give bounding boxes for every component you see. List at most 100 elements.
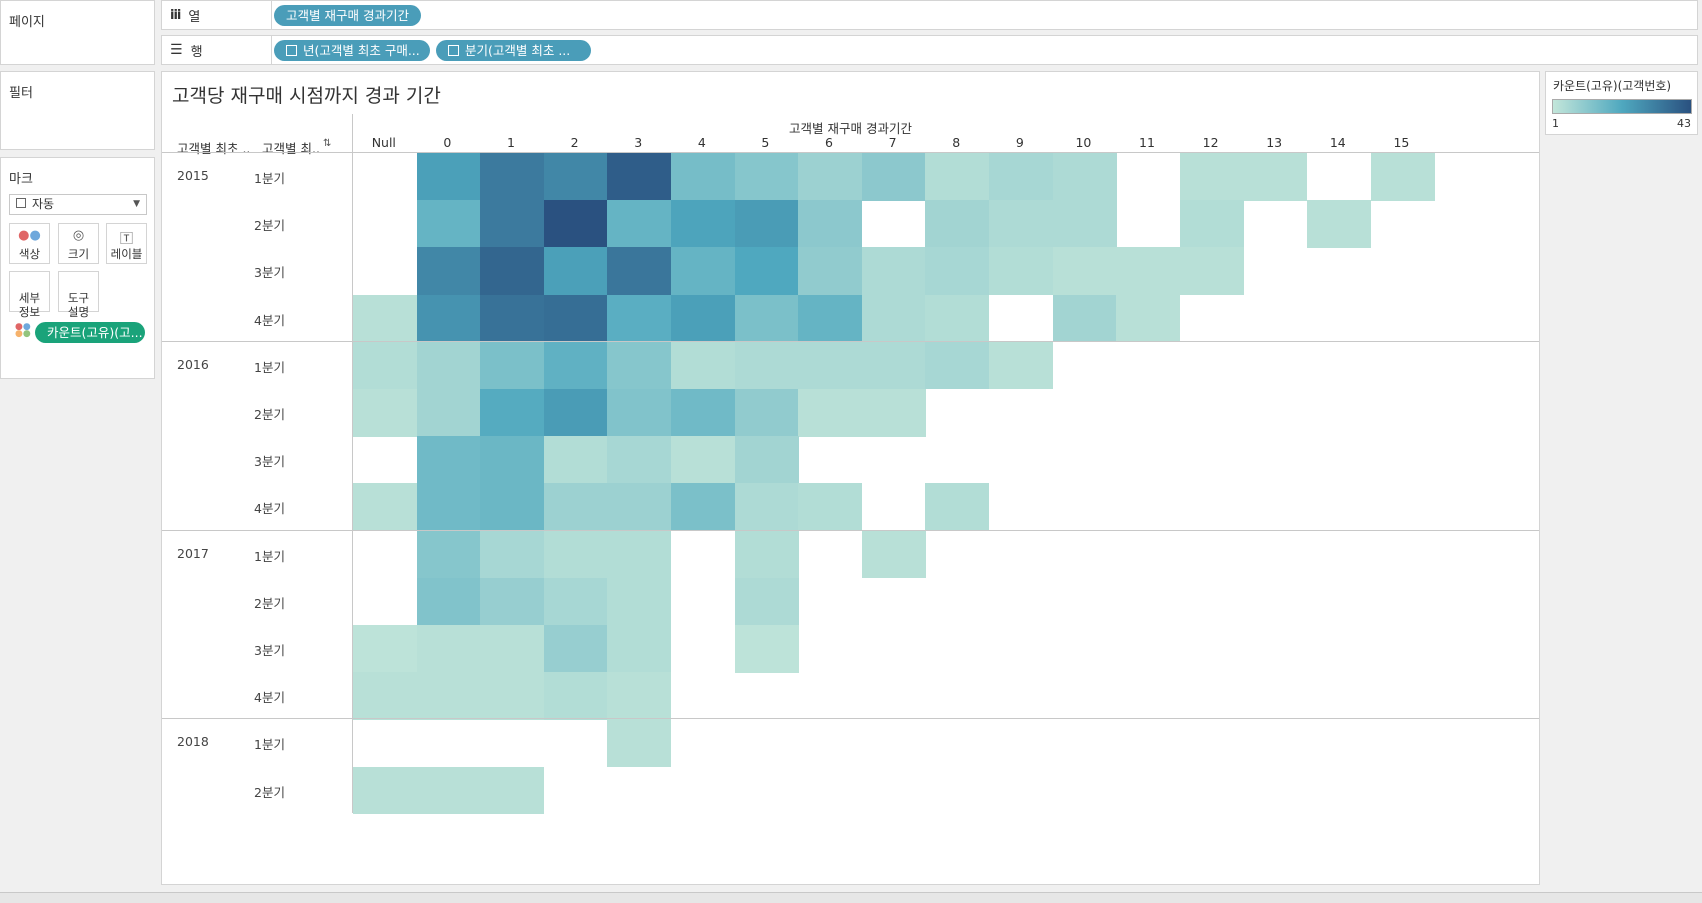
heatmap-cell[interactable] <box>861 294 926 343</box>
heatmap-cell[interactable] <box>416 766 481 815</box>
heatmap-cell[interactable] <box>607 247 672 296</box>
heatmap-cell[interactable] <box>671 200 736 248</box>
heatmap-cell[interactable] <box>798 341 863 390</box>
heatmap-cell[interactable] <box>543 625 608 673</box>
heatmap-cell[interactable] <box>1243 153 1308 201</box>
heatmap-cell[interactable] <box>1052 294 1117 343</box>
heatmap-cell[interactable] <box>607 436 672 484</box>
heatmap-cell[interactable] <box>543 389 608 437</box>
heatmap-cell[interactable] <box>925 294 990 343</box>
heatmap-cell[interactable] <box>1370 153 1435 201</box>
label-button[interactable]: 🅃 레이블 <box>106 223 147 264</box>
heatmap-cell[interactable] <box>543 247 608 296</box>
heatmap-cell[interactable] <box>353 341 418 390</box>
pages-shelf[interactable]: 페이지 <box>0 0 155 65</box>
heatmap-cell[interactable] <box>480 530 545 579</box>
heatmap-cell[interactable] <box>416 247 481 296</box>
heatmap-cell[interactable] <box>607 389 672 437</box>
heatmap-cell[interactable] <box>480 294 545 343</box>
rows-pill-year[interactable]: 년(고객별 최초 구매... <box>274 40 430 61</box>
heatmap-cell[interactable] <box>480 577 545 626</box>
heatmap-cell[interactable] <box>607 200 672 248</box>
heatmap-cell[interactable] <box>734 436 799 484</box>
heatmap-cell[interactable] <box>734 625 799 673</box>
heatmap-cell[interactable] <box>925 341 990 390</box>
heatmap-cell[interactable] <box>543 341 608 390</box>
sort-icon[interactable]: ⇅ <box>323 138 332 149</box>
heatmap-cell[interactable] <box>416 153 481 201</box>
heatmap-cell[interactable] <box>480 436 545 484</box>
heatmap-cell[interactable] <box>353 483 418 532</box>
heatmap-cell[interactable] <box>607 577 672 626</box>
heatmap-cell[interactable] <box>1179 153 1244 201</box>
heatmap-cell[interactable] <box>480 766 545 815</box>
heatmap-cell[interactable] <box>1052 153 1117 201</box>
heatmap-cell[interactable] <box>480 153 545 201</box>
heatmap-cell[interactable] <box>480 625 545 673</box>
heatmap-cell[interactable] <box>925 483 990 532</box>
heatmap-cell[interactable] <box>1179 200 1244 248</box>
heatmap-cell[interactable] <box>543 483 608 532</box>
heatmap-cell[interactable] <box>480 483 545 532</box>
heatmap-cell[interactable] <box>416 577 481 626</box>
heatmap-cell[interactable] <box>734 200 799 248</box>
heatmap-cell[interactable] <box>734 341 799 390</box>
heatmap-cell[interactable] <box>861 389 926 437</box>
heatmap-cell[interactable] <box>480 389 545 437</box>
heatmap-cell[interactable] <box>543 200 608 248</box>
color-button[interactable]: ●● 색상 <box>9 223 50 264</box>
heatmap-cell[interactable] <box>607 625 672 673</box>
heatmap-cell[interactable] <box>416 389 481 437</box>
filters-shelf[interactable]: 필터 <box>0 71 155 150</box>
heatmap-cell[interactable] <box>1052 247 1117 296</box>
heatmap-cell[interactable] <box>1116 294 1181 343</box>
heatmap-cell[interactable] <box>861 341 926 390</box>
heatmap-cell[interactable] <box>671 389 736 437</box>
heatmap-cell[interactable] <box>734 577 799 626</box>
heatmap-cell[interactable] <box>607 153 672 201</box>
heatmap-cell[interactable] <box>1307 200 1372 248</box>
heatmap-cell[interactable] <box>607 341 672 390</box>
heatmap-cell[interactable] <box>671 436 736 484</box>
heatmap-cell[interactable] <box>734 389 799 437</box>
heatmap-cell[interactable] <box>798 389 863 437</box>
heatmap-cell[interactable] <box>416 436 481 484</box>
heatmap-cell[interactable] <box>861 247 926 296</box>
heatmap-cell[interactable] <box>671 341 736 390</box>
heatmap-cell[interactable] <box>734 153 799 201</box>
heatmap-cell[interactable] <box>925 153 990 201</box>
heatmap-cell[interactable] <box>861 153 926 201</box>
size-button[interactable]: ◎ 크기 <box>58 223 99 264</box>
heatmap-cell[interactable] <box>1179 247 1244 296</box>
heatmap-cell[interactable] <box>734 247 799 296</box>
heatmap-cell[interactable] <box>734 294 799 343</box>
heatmap-cell[interactable] <box>989 341 1054 390</box>
columns-pill-elapsed[interactable]: 고객별 재구매 경과기간 <box>274 5 421 26</box>
heatmap-cell[interactable] <box>798 294 863 343</box>
heatmap-cell[interactable] <box>1052 200 1117 248</box>
heatmap-cell[interactable] <box>798 153 863 201</box>
heatmap-cell[interactable] <box>480 200 545 248</box>
heatmap-cell[interactable] <box>416 672 481 720</box>
heatmap-cell[interactable] <box>416 530 481 579</box>
heatmap-cell[interactable] <box>353 766 418 815</box>
heatmap-cell[interactable] <box>543 294 608 343</box>
heatmap-cell[interactable] <box>798 200 863 248</box>
heatmap-cell[interactable] <box>480 247 545 296</box>
heatmap-cell[interactable] <box>543 672 608 720</box>
rows-pill-quarter[interactable]: 분기(고객별 최초 ... <box>436 40 591 61</box>
heatmap-cell[interactable] <box>989 153 1054 201</box>
heatmap-cell[interactable] <box>607 672 672 720</box>
heatmap-cell[interactable] <box>671 247 736 296</box>
heatmap-cell[interactable] <box>416 200 481 248</box>
heatmap-cell[interactable] <box>607 294 672 343</box>
heatmap-cell[interactable] <box>543 153 608 201</box>
tooltip-button[interactable]: 도구 설명 <box>58 271 99 319</box>
heatmap-cell[interactable] <box>925 247 990 296</box>
heatmap-cell[interactable] <box>416 483 481 532</box>
heatmap-cell[interactable] <box>734 530 799 579</box>
heatmap-cell[interactable] <box>798 247 863 296</box>
heatmap-cell[interactable] <box>480 341 545 390</box>
heatmap-cell[interactable] <box>353 294 418 343</box>
heatmap-cell[interactable] <box>353 389 418 437</box>
